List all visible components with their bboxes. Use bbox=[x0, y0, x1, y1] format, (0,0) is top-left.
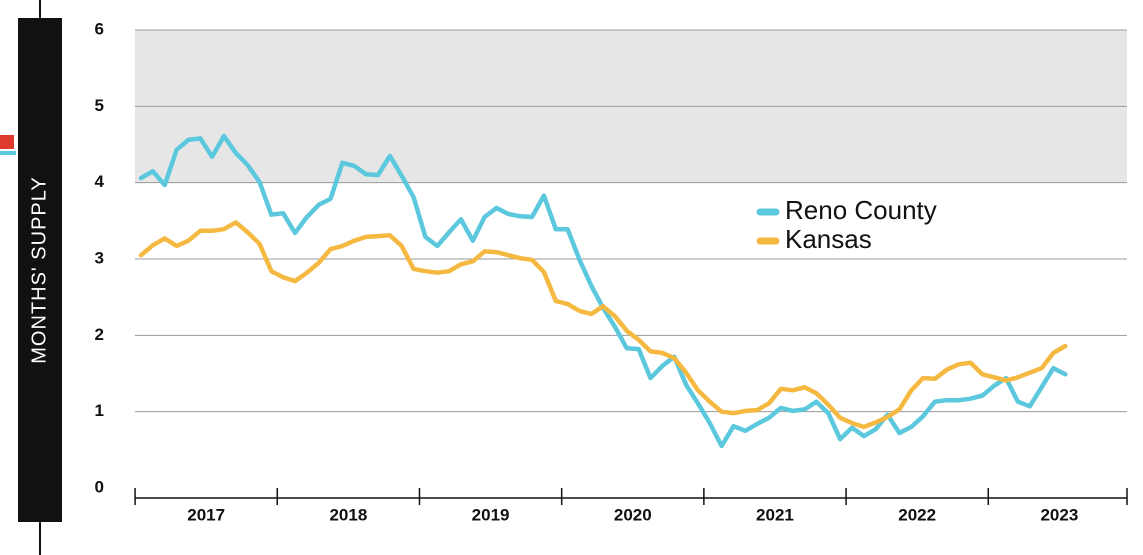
y-tick-label: 6 bbox=[95, 19, 104, 38]
x-tick-label: 2020 bbox=[614, 505, 652, 524]
legend-label: Kansas bbox=[785, 224, 872, 254]
x-tick-label: 2017 bbox=[187, 505, 225, 524]
y-tick-label: 3 bbox=[95, 248, 104, 267]
y-tick-label: 5 bbox=[95, 96, 104, 115]
decor-blue bbox=[0, 151, 16, 155]
y-tick-label: 1 bbox=[95, 401, 104, 420]
y-tick-label: 4 bbox=[95, 172, 105, 191]
legend-label: Reno County bbox=[785, 195, 937, 225]
y-axis-label: MONTHS' SUPPLY bbox=[28, 176, 50, 363]
y-tick-label: 0 bbox=[95, 477, 104, 496]
x-tick-label: 2021 bbox=[756, 505, 794, 524]
y-tick-label: 2 bbox=[95, 325, 104, 344]
x-tick-label: 2023 bbox=[1040, 505, 1078, 524]
x-tick-label: 2018 bbox=[329, 505, 367, 524]
x-tick-label: 2022 bbox=[898, 505, 936, 524]
label-bar bbox=[18, 18, 62, 522]
x-tick-label: 2019 bbox=[472, 505, 510, 524]
series-line bbox=[138, 220, 1068, 430]
decor-red bbox=[0, 135, 14, 149]
